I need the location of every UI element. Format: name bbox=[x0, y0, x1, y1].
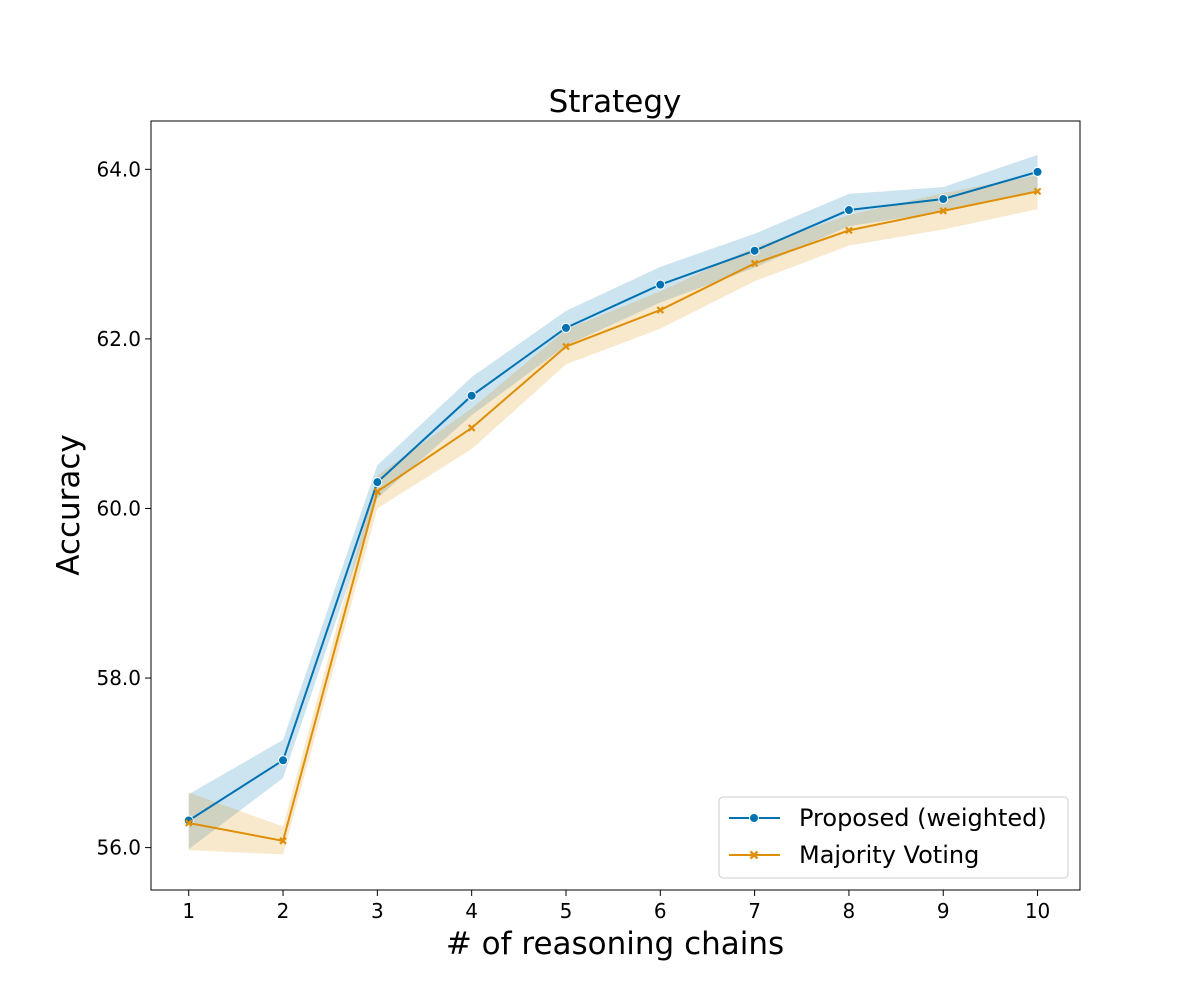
marker-stroke bbox=[373, 487, 382, 496]
marker-stroke bbox=[845, 226, 853, 235]
marker-stroke bbox=[279, 837, 287, 845]
data-point bbox=[184, 819, 193, 827]
plot-area bbox=[183, 154, 1043, 855]
data-point bbox=[1032, 166, 1043, 177]
plot-frame bbox=[150, 120, 1081, 891]
x-tick-label: 2 bbox=[277, 899, 290, 923]
marker-stroke bbox=[750, 259, 759, 268]
marker-stroke bbox=[467, 424, 476, 432]
series-line-1 bbox=[188, 190, 1038, 842]
confidence-band-0 bbox=[188, 154, 1038, 850]
legend-item: Proposed (weighted) bbox=[729, 804, 1047, 832]
data-point bbox=[750, 259, 759, 268]
data-point bbox=[279, 837, 287, 845]
legend-marker bbox=[749, 850, 759, 860]
y-tick-label: 58.0 bbox=[96, 666, 141, 690]
x-tick-label: 4 bbox=[465, 899, 478, 923]
data-point bbox=[845, 226, 853, 235]
x-axis-label: # of reasoning chains bbox=[446, 926, 784, 962]
y-tick-label: 60.0 bbox=[96, 496, 141, 520]
data-point bbox=[372, 477, 383, 488]
y-axis-label: Accuracy bbox=[51, 434, 87, 576]
legend-item: Majority Voting bbox=[729, 841, 979, 869]
legend-marker bbox=[749, 813, 759, 823]
data-point bbox=[938, 194, 949, 205]
data-point bbox=[655, 279, 666, 290]
x-tick-label: 6 bbox=[654, 899, 667, 923]
x-tick-label: 9 bbox=[937, 899, 950, 923]
data-point bbox=[278, 755, 289, 766]
y-tick-label: 56.0 bbox=[96, 836, 141, 860]
data-point bbox=[373, 487, 382, 496]
legend-label: Majority Voting bbox=[799, 841, 979, 869]
legend: Proposed (weighted) Majority Voting bbox=[718, 796, 1069, 879]
marker-stroke bbox=[656, 306, 665, 314]
marker-stroke bbox=[562, 342, 570, 351]
x-axis: 1 2 3 4 5 6 7 8 9 10 bbox=[182, 890, 1050, 923]
x-tick-label: 1 bbox=[182, 899, 195, 923]
legend-label: Proposed (weighted) bbox=[799, 804, 1047, 832]
data-point bbox=[466, 390, 477, 401]
x-tick-label: 8 bbox=[843, 899, 856, 923]
data-point bbox=[749, 245, 760, 256]
marker-stroke bbox=[939, 207, 948, 215]
data-point bbox=[939, 207, 948, 215]
chart-title: Strategy bbox=[549, 84, 682, 120]
data-point bbox=[1033, 187, 1042, 196]
y-tick-label: 62.0 bbox=[96, 327, 141, 351]
x-tick-label: 3 bbox=[371, 899, 384, 923]
marker-stroke bbox=[1033, 187, 1042, 196]
x-tick-label: 7 bbox=[748, 899, 761, 923]
confidence-band-1 bbox=[188, 175, 1038, 855]
y-tick-label: 64.0 bbox=[96, 157, 141, 181]
data-point bbox=[656, 306, 665, 314]
data-point bbox=[843, 205, 854, 216]
legend-box bbox=[718, 796, 1069, 879]
data-point bbox=[562, 342, 570, 351]
x-tick-label: 10 bbox=[1025, 899, 1050, 923]
data-point bbox=[560, 322, 571, 333]
y-axis: 56.0 58.0 60.0 62.0 64.0 bbox=[96, 157, 151, 860]
marker-stroke bbox=[184, 819, 193, 827]
x-tick-label: 5 bbox=[560, 899, 573, 923]
series-line-0 bbox=[188, 170, 1038, 822]
data-point bbox=[467, 424, 476, 432]
